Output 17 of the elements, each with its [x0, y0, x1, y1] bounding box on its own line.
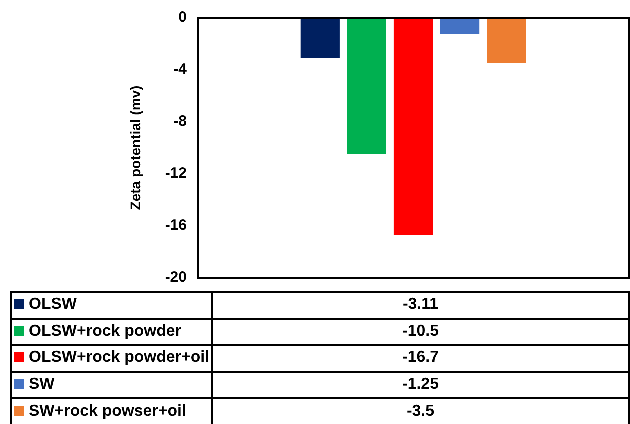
text: -10.5	[402, 322, 439, 340]
text: -1.25	[402, 376, 439, 394]
y-tick-label: -4	[174, 61, 188, 78]
y-tick-label: -8	[174, 113, 187, 130]
text: -16.7	[402, 349, 439, 366]
y-tick-label: -20	[165, 269, 187, 286]
y-axis-title: Zeta potential (mv)	[127, 86, 144, 210]
text: -3.11	[402, 296, 439, 314]
y-tick-label: 0	[178, 9, 187, 26]
legend-label: OLSW+rock powder+oil	[29, 349, 210, 366]
legend-label: SW+rock powser+oil	[29, 402, 186, 420]
y-tick-label: -16	[165, 217, 187, 234]
y-tick-label: -12	[165, 165, 187, 182]
legend-label: OLSW	[29, 296, 77, 314]
legend-label: SW	[29, 376, 55, 394]
legend-label: OLSW+rock powder	[29, 322, 182, 340]
text: -3.5	[406, 402, 435, 420]
